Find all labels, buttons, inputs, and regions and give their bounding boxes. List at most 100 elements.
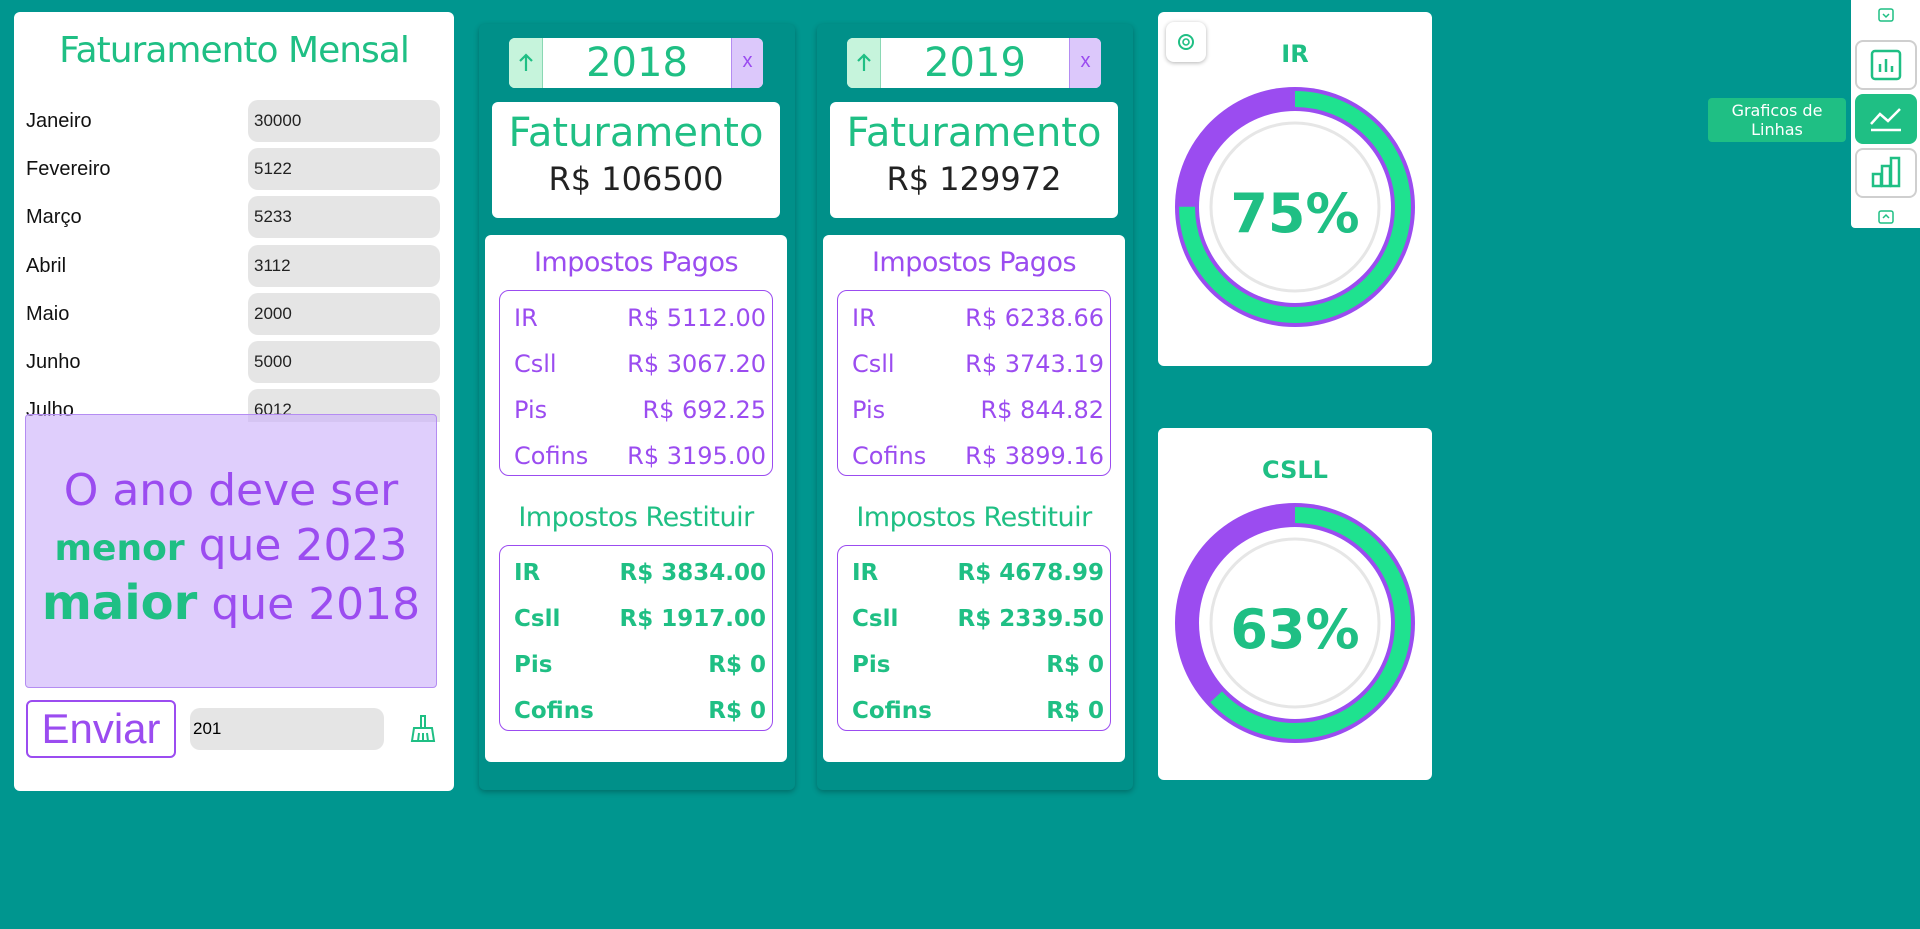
- tax-row: Pis R$ 692.25: [514, 387, 766, 433]
- toolbar-tooltip: Graficos de Linhas: [1708, 98, 1846, 142]
- tax-row: Cofins R$ 0: [514, 688, 766, 734]
- year-header: 2018 x: [509, 38, 763, 88]
- revenue-card: Faturamento R$ 129972: [830, 102, 1118, 218]
- month-input[interactable]: [248, 100, 440, 142]
- tax-row: Cofins R$ 0: [852, 688, 1104, 734]
- tax-value: R$ 0: [708, 652, 766, 678]
- month-list[interactable]: Janeiro Fevereiro Março Abril Maio Junho…: [14, 100, 454, 422]
- month-row: Junho: [14, 340, 454, 389]
- taxes-refund-title: Impostos Restituir: [856, 502, 1092, 533]
- tax-name: Cofins: [514, 698, 594, 724]
- tax-value: R$ 3195.00: [627, 442, 766, 470]
- month-label: Abril: [26, 254, 67, 277]
- month-input[interactable]: [248, 196, 440, 239]
- tax-name: Csll: [852, 606, 899, 632]
- tax-name: Pis: [514, 396, 548, 424]
- tax-name: Csll: [514, 606, 561, 632]
- broom-icon[interactable]: [408, 714, 438, 744]
- gauge-card-csll: CSLL 63%: [1158, 428, 1432, 780]
- tax-row: IR R$ 3834.00: [514, 550, 766, 596]
- taxes-refund-title: Impostos Restituir: [518, 502, 754, 533]
- tax-value: R$ 0: [1046, 652, 1104, 678]
- close-year-button[interactable]: x: [731, 38, 763, 88]
- tax-row: Cofins R$ 3899.16: [852, 433, 1104, 479]
- year-label: 2019: [924, 40, 1026, 86]
- tax-row: Csll R$ 1917.00: [514, 596, 766, 642]
- tax-value: R$ 6238.66: [965, 304, 1104, 332]
- tax-value: R$ 2339.50: [957, 606, 1104, 632]
- tax-value: R$ 0: [1046, 698, 1104, 724]
- taxes-paid-title: Impostos Pagos: [533, 247, 739, 278]
- tax-value: R$ 3899.16: [965, 442, 1104, 470]
- gauge-title: CSLL: [1262, 456, 1328, 484]
- bar-chart-icon[interactable]: [1855, 40, 1917, 90]
- taxes-paid-box: IR R$ 5112.00 Csll R$ 3067.20 Pis R$ 692.25…: [499, 290, 773, 476]
- tax-row: Cofins R$ 3195.00: [514, 433, 766, 479]
- close-year-button[interactable]: x: [1069, 38, 1101, 88]
- tax-value: R$ 3067.20: [627, 350, 766, 378]
- collapse-up-icon[interactable]: [1877, 6, 1895, 24]
- month-input[interactable]: [248, 340, 440, 383]
- column-chart-icon[interactable]: [1855, 148, 1917, 198]
- tax-value: R$ 5112.00: [627, 304, 766, 332]
- gauge-inner-circle: [1209, 121, 1381, 293]
- send-button[interactable]: Enviar: [26, 700, 176, 758]
- tax-value: R$ 3743.19: [965, 350, 1104, 378]
- gauge-ring: [1175, 503, 1415, 743]
- revenue-card: Faturamento R$ 106500: [492, 102, 780, 218]
- month-label: Janeiro: [26, 110, 92, 132]
- tax-name: Cofins: [852, 698, 932, 724]
- gauge-progress-arc: [1179, 91, 1411, 323]
- year-column-2018: 2018 x Faturamento R$ 106500 Impostos Pa…: [479, 24, 795, 790]
- collapse-down-icon[interactable]: [1877, 208, 1895, 226]
- year-label: 2018: [586, 40, 688, 86]
- tax-name: Csll: [852, 350, 895, 378]
- gauge-ring: [1175, 87, 1415, 327]
- taxes-paid-title: Impostos Pagos: [871, 247, 1077, 278]
- revenue-value: R$ 106500: [548, 160, 724, 198]
- validation-bold-greater: maior: [41, 575, 198, 631]
- tax-name: Pis: [514, 652, 553, 678]
- taxes-refund-box: IR R$ 4678.99 Csll R$ 2339.50 Pis R$ 0 Cofi…: [837, 545, 1111, 731]
- month-input[interactable]: [248, 148, 440, 191]
- tax-value: R$ 0: [708, 698, 766, 724]
- validation-line-1: O ano deve ser: [63, 465, 399, 516]
- tax-name: Pis: [852, 396, 886, 424]
- tax-name: IR: [514, 304, 538, 332]
- tax-value: R$ 4678.99: [957, 560, 1104, 586]
- tax-name: IR: [852, 560, 879, 586]
- tax-value: R$ 844.82: [980, 396, 1104, 424]
- month-label: Maio: [26, 302, 70, 325]
- month-label: Fevereiro: [26, 158, 111, 181]
- tax-value: R$ 1917.00: [619, 606, 766, 632]
- tax-row: IR R$ 6238.66: [852, 295, 1104, 341]
- gauge-progress-arc: [1179, 507, 1411, 739]
- taxes-refund-box: IR R$ 3834.00 Csll R$ 1917.00 Pis R$ 0 Cofi…: [499, 545, 773, 731]
- month-label: Junho: [26, 350, 81, 373]
- month-input[interactable]: [248, 292, 440, 335]
- tax-row: Csll R$ 3067.20: [514, 341, 766, 387]
- gauge-title: IR: [1281, 40, 1309, 68]
- year-header: 2019 x: [847, 38, 1101, 88]
- tax-row: IR R$ 5112.00: [514, 295, 766, 341]
- arrow-up-icon[interactable]: [847, 38, 881, 88]
- monthly-title: Faturamento Mensal: [59, 30, 410, 71]
- revenue-title: Faturamento: [846, 110, 1102, 156]
- month-input[interactable]: [248, 244, 440, 287]
- line-chart-icon[interactable]: [1855, 94, 1917, 144]
- chart-toolbar: [1851, 0, 1920, 228]
- tax-name: IR: [514, 560, 541, 586]
- gauge-percent: 75%: [1230, 182, 1360, 245]
- year-column-2019: 2019 x Faturamento R$ 129972 Impostos Pa…: [817, 24, 1133, 790]
- arrow-up-icon[interactable]: [509, 38, 543, 88]
- validation-line-2: menor que 2023: [26, 520, 436, 571]
- revenue-title: Faturamento: [508, 110, 764, 156]
- year-input[interactable]: [190, 708, 384, 750]
- tax-value: R$ 692.25: [642, 396, 766, 424]
- year-validation-message: O ano deve ser menor que 2023 maior que …: [25, 414, 437, 688]
- validation-text-greater: que 2018: [197, 579, 421, 630]
- month-row: Abril: [14, 244, 454, 293]
- donut-icon[interactable]: [1166, 22, 1206, 62]
- tax-row: Pis R$ 0: [852, 642, 1104, 688]
- validation-bold-less: menor: [54, 528, 185, 569]
